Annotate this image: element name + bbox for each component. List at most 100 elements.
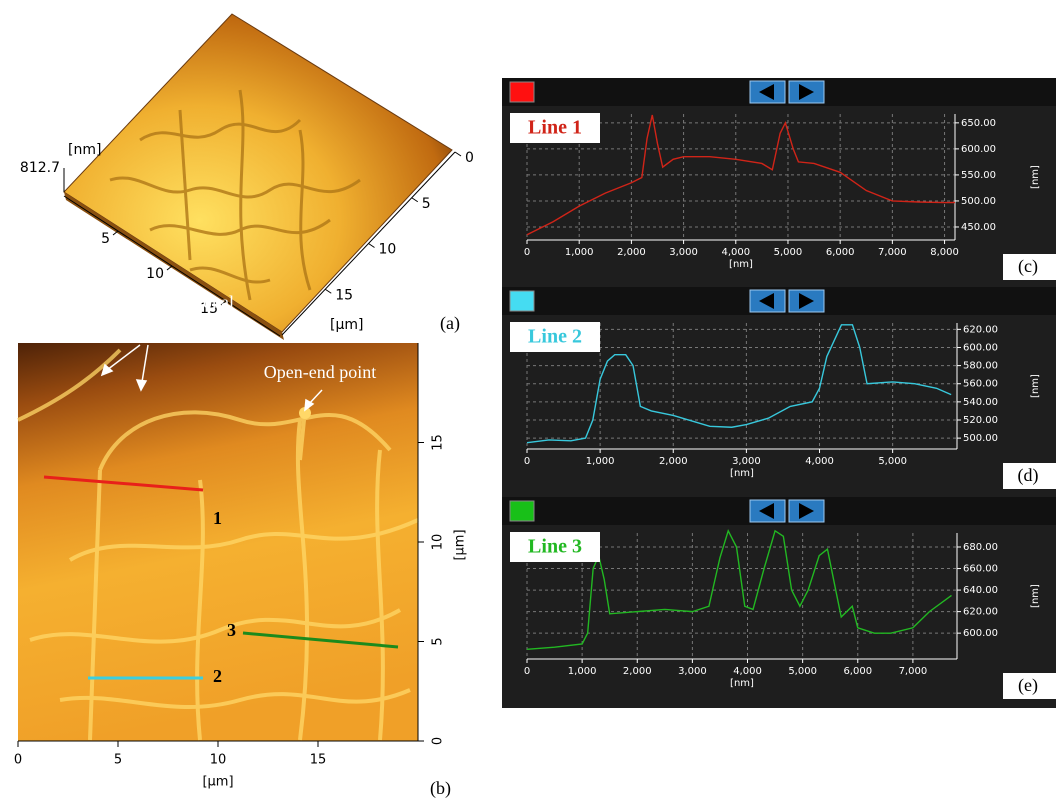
tick-label: 10 xyxy=(379,242,397,258)
tick-label: 5 xyxy=(431,637,446,645)
panel-label: (b) xyxy=(430,778,451,799)
tick-label: 0 xyxy=(14,753,22,768)
x-tick-label: 2,000 xyxy=(659,456,688,467)
y-tick-label: 640.00 xyxy=(963,585,998,596)
x-tick-label: 4,000 xyxy=(733,666,762,677)
y-tick-label: 600.00 xyxy=(963,628,998,639)
profile-line xyxy=(526,114,955,236)
panel-label: (d) xyxy=(1018,465,1039,486)
button-icon xyxy=(799,503,814,519)
x-tick-label: 7,000 xyxy=(899,666,928,677)
x-tick-label: 3,000 xyxy=(732,456,761,467)
x-tick-label: 0 xyxy=(524,456,530,467)
x-tick-label: 6,000 xyxy=(843,666,872,677)
tick-label: 5 xyxy=(114,753,122,768)
x-label: [nm] xyxy=(730,678,754,689)
color-marker xyxy=(509,81,535,103)
surface-network xyxy=(109,89,361,301)
x-tick-label: 3,000 xyxy=(669,247,698,258)
annotation: Polygonal junctions xyxy=(160,292,234,333)
button-icon xyxy=(799,84,814,100)
label-box xyxy=(1003,463,1056,489)
x-tick-label: 8,000 xyxy=(930,247,959,258)
profile-line xyxy=(526,528,952,651)
y-tick-label: 580.00 xyxy=(963,361,998,372)
y-tick-label: 600.00 xyxy=(961,144,996,155)
title-box xyxy=(510,113,600,143)
y-label: [nm] xyxy=(1030,374,1041,398)
y-tick-label: 620.00 xyxy=(963,324,998,335)
button-icon xyxy=(759,293,774,309)
x-tick-label: 7,000 xyxy=(878,247,907,258)
y-tick-label: 550.00 xyxy=(961,170,996,181)
y-tick-label: 560.00 xyxy=(963,379,998,390)
y-tick-label: 450.00 xyxy=(961,222,996,233)
line-label: 1 xyxy=(213,508,222,528)
y-tick-label: 540.00 xyxy=(963,397,998,408)
x-label: [nm] xyxy=(729,259,753,270)
line-label: 2 xyxy=(213,666,222,686)
tick-label: 0 xyxy=(465,150,474,166)
z-max: 812.7 xyxy=(20,160,60,176)
panel-label: (a) xyxy=(440,313,460,334)
y-tick-label: 660.00 xyxy=(963,564,998,575)
z-unit: [nm] xyxy=(68,142,101,158)
label-box xyxy=(1003,254,1056,280)
tick-label: 10 xyxy=(146,266,164,282)
y-tick-label: 680.00 xyxy=(963,542,998,553)
label-box xyxy=(1003,673,1056,699)
y-tick-label: 520.00 xyxy=(963,415,998,426)
x-tick-label: 2,000 xyxy=(617,247,646,258)
chart-title: Line 3 xyxy=(528,536,582,558)
y-label: [μm] xyxy=(453,529,468,560)
tick-label: 5 xyxy=(101,231,110,247)
x-tick-label: 6,000 xyxy=(826,247,855,258)
title-box xyxy=(510,322,600,352)
profile-line xyxy=(242,631,399,649)
panel-label: (c) xyxy=(1018,256,1038,277)
tick xyxy=(220,300,227,306)
y-tick-label: 620.00 xyxy=(963,607,998,618)
y-tick-label: 600.00 xyxy=(963,342,998,353)
y-label: [nm] xyxy=(1030,584,1041,608)
tick xyxy=(454,151,462,157)
arrows xyxy=(100,344,323,412)
tick xyxy=(368,243,375,248)
tick-label: 10 xyxy=(210,753,227,768)
tick xyxy=(112,230,119,236)
tick-label: 5 xyxy=(422,196,431,212)
x-tick-label: 4,000 xyxy=(721,247,750,258)
tick xyxy=(166,265,173,271)
x-tick-label: 1,000 xyxy=(568,666,597,677)
image-network xyxy=(17,348,419,741)
x-tick-label: 2,000 xyxy=(623,666,652,677)
chart-title: Line 2 xyxy=(528,326,582,348)
x-label: [μm] xyxy=(202,775,233,790)
x-tick-label: 4,000 xyxy=(805,456,834,467)
tick-label: 15 xyxy=(335,287,353,303)
title-box xyxy=(510,532,600,562)
tick xyxy=(324,288,332,294)
x-tick-label: 0 xyxy=(524,247,530,258)
afm-image xyxy=(18,343,418,741)
tick xyxy=(411,197,419,203)
line-label: 3 xyxy=(227,620,236,640)
annotation: Open-end point xyxy=(264,362,376,382)
tick-label: 15 xyxy=(200,301,218,317)
chart-title: Line 1 xyxy=(528,117,582,139)
x-tick-label: 1,000 xyxy=(565,247,594,258)
x-tick-label: 3,000 xyxy=(678,666,707,677)
x-tick-label: 5,000 xyxy=(774,247,803,258)
y-tick-label: 650.00 xyxy=(961,118,996,129)
x-tick-label: 5,000 xyxy=(788,666,817,677)
right-unit: [μm] xyxy=(330,317,363,333)
surface-3d xyxy=(63,13,453,333)
y-tick-label: 500.00 xyxy=(961,196,996,207)
tick-label: 15 xyxy=(310,753,327,768)
x-tick-label: 1,000 xyxy=(586,456,615,467)
x-tick-label: 0 xyxy=(524,666,530,677)
y-label: [nm] xyxy=(1030,165,1041,189)
x-label: [nm] xyxy=(730,468,754,479)
